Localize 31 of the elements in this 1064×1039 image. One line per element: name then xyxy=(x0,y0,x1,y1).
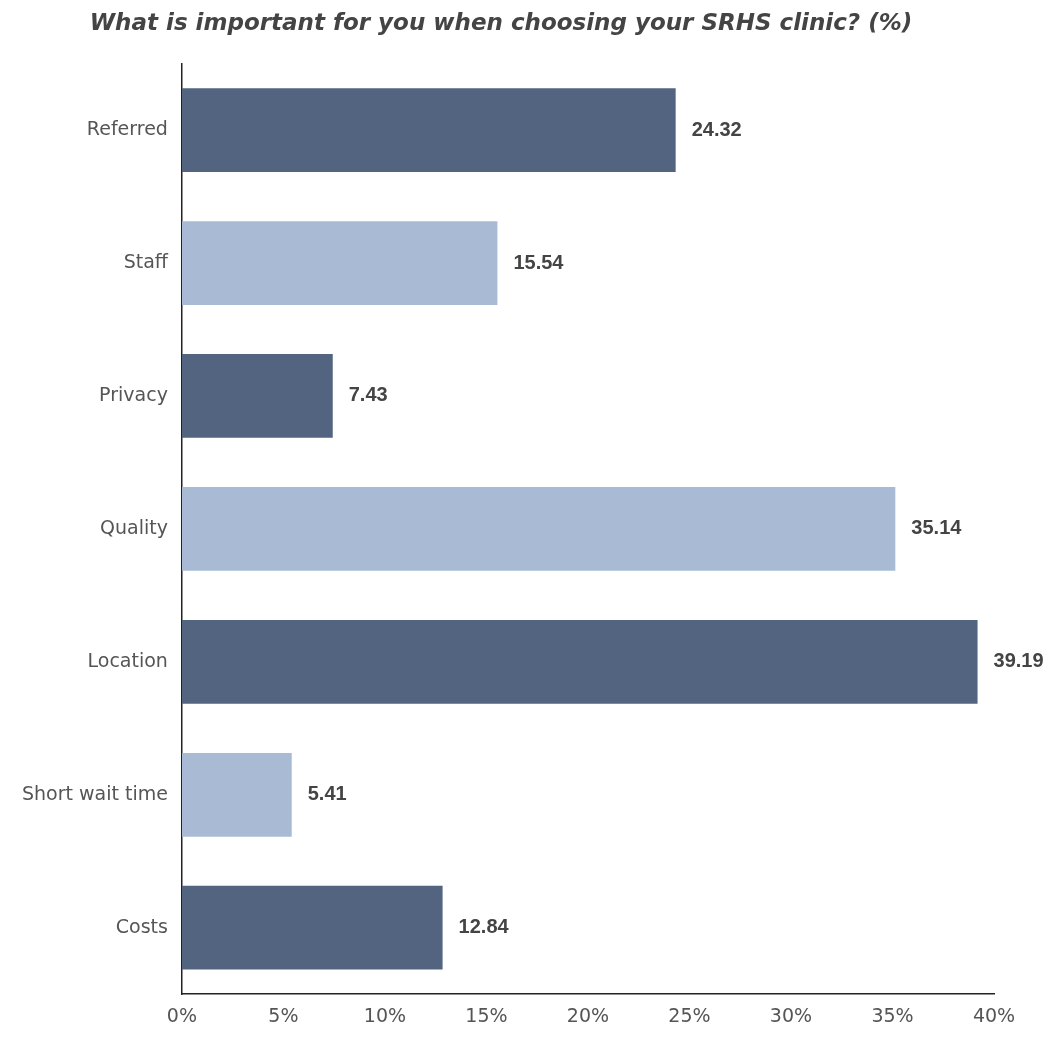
x-tick-label: 30% xyxy=(769,1003,813,1026)
data-label: 5.41 xyxy=(307,782,347,805)
x-tick-label: 10% xyxy=(363,1003,407,1026)
x-tick-label: 25% xyxy=(668,1003,711,1026)
data-label: 39.19 xyxy=(993,649,1044,672)
x-tick-label: 35% xyxy=(871,1003,914,1026)
x-tick-label: 20% xyxy=(566,1003,610,1026)
bar xyxy=(181,885,443,970)
y-tick-label: Location xyxy=(87,648,168,671)
bar xyxy=(181,354,333,438)
y-tick-label: Privacy xyxy=(99,382,168,405)
data-label: 24.32 xyxy=(691,117,742,140)
bar xyxy=(181,619,978,704)
bar xyxy=(181,88,676,172)
data-label: 35.14 xyxy=(911,516,963,539)
y-tick-label: Staff xyxy=(123,249,169,272)
bar xyxy=(181,487,896,571)
x-tick-label: 40% xyxy=(972,1003,1016,1026)
x-tick-label: 0% xyxy=(166,1003,197,1026)
y-tick-label: Quality xyxy=(100,515,168,538)
x-tick-label: 5% xyxy=(268,1003,299,1026)
bar xyxy=(181,752,292,837)
chart-title: What is important for you when choosing your SRHS clinic? (%) xyxy=(89,8,913,35)
bar xyxy=(181,221,498,305)
y-tick-label: Costs xyxy=(115,914,168,937)
y-tick-label: Referred xyxy=(86,117,168,140)
data-label: 7.43 xyxy=(348,383,388,406)
x-tick-label: 15% xyxy=(465,1003,508,1026)
data-label: 12.84 xyxy=(458,915,510,938)
data-label: 15.54 xyxy=(513,250,565,273)
y-tick-label: Short wait time xyxy=(22,781,168,804)
